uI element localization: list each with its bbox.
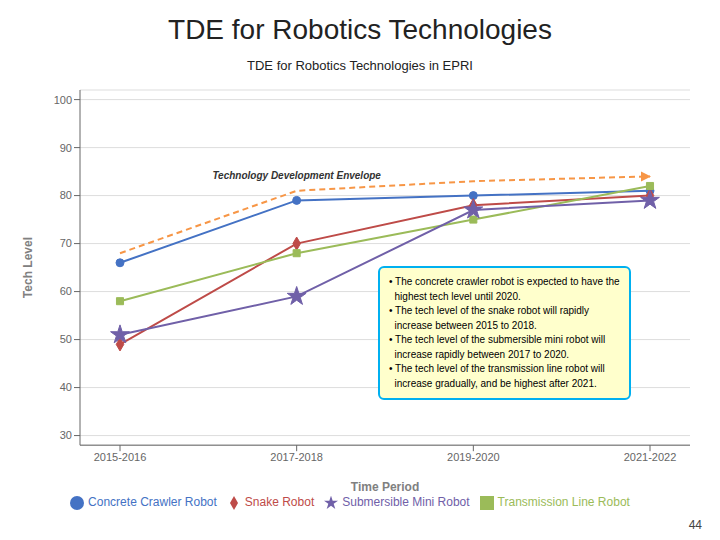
svg-text:Tech Level: Tech Level [21, 237, 35, 298]
svg-text:Technology Development Envelop: Technology Development Envelope [212, 170, 381, 181]
html-text:Submersible Mini Robot: Submersible Mini Robot [342, 495, 470, 510]
svg-text:30: 30 [60, 429, 72, 441]
html-text:• The concrete crawler robot i: • The concrete crawler robot is expected… [389, 276, 620, 389]
svg-text:2017-2018: 2017-2018 [270, 451, 323, 463]
svg-text:50: 50 [60, 333, 72, 345]
html-text:Snake Robot: Snake Robot [244, 495, 315, 510]
svg-text:70: 70 [60, 237, 72, 249]
svg-text:80: 80 [60, 189, 72, 201]
svg-text:Time Period: Time Period [351, 480, 419, 494]
html-text:44: 44 [688, 518, 702, 532]
svg-text:2021-2022: 2021-2022 [624, 451, 677, 463]
html-text:TDE for Robotics Technologies: TDE for Robotics Technologies [168, 14, 552, 45]
svg-text:60: 60 [60, 285, 72, 297]
svg-text:40: 40 [60, 381, 72, 393]
svg-text:2019-2020: 2019-2020 [447, 451, 500, 463]
html-text:Concrete Crawler Robot: Concrete Crawler Robot [88, 495, 217, 510]
svg-text:2015-2016: 2015-2016 [94, 451, 147, 463]
html-text:TDE for Robotics Technologies: TDE for Robotics Technologies in EPRI [247, 58, 473, 73]
svg-text:90: 90 [60, 142, 72, 154]
svg-text:100: 100 [54, 94, 72, 106]
html-text:Transmission Line Robot: Transmission Line Robot [497, 495, 630, 510]
